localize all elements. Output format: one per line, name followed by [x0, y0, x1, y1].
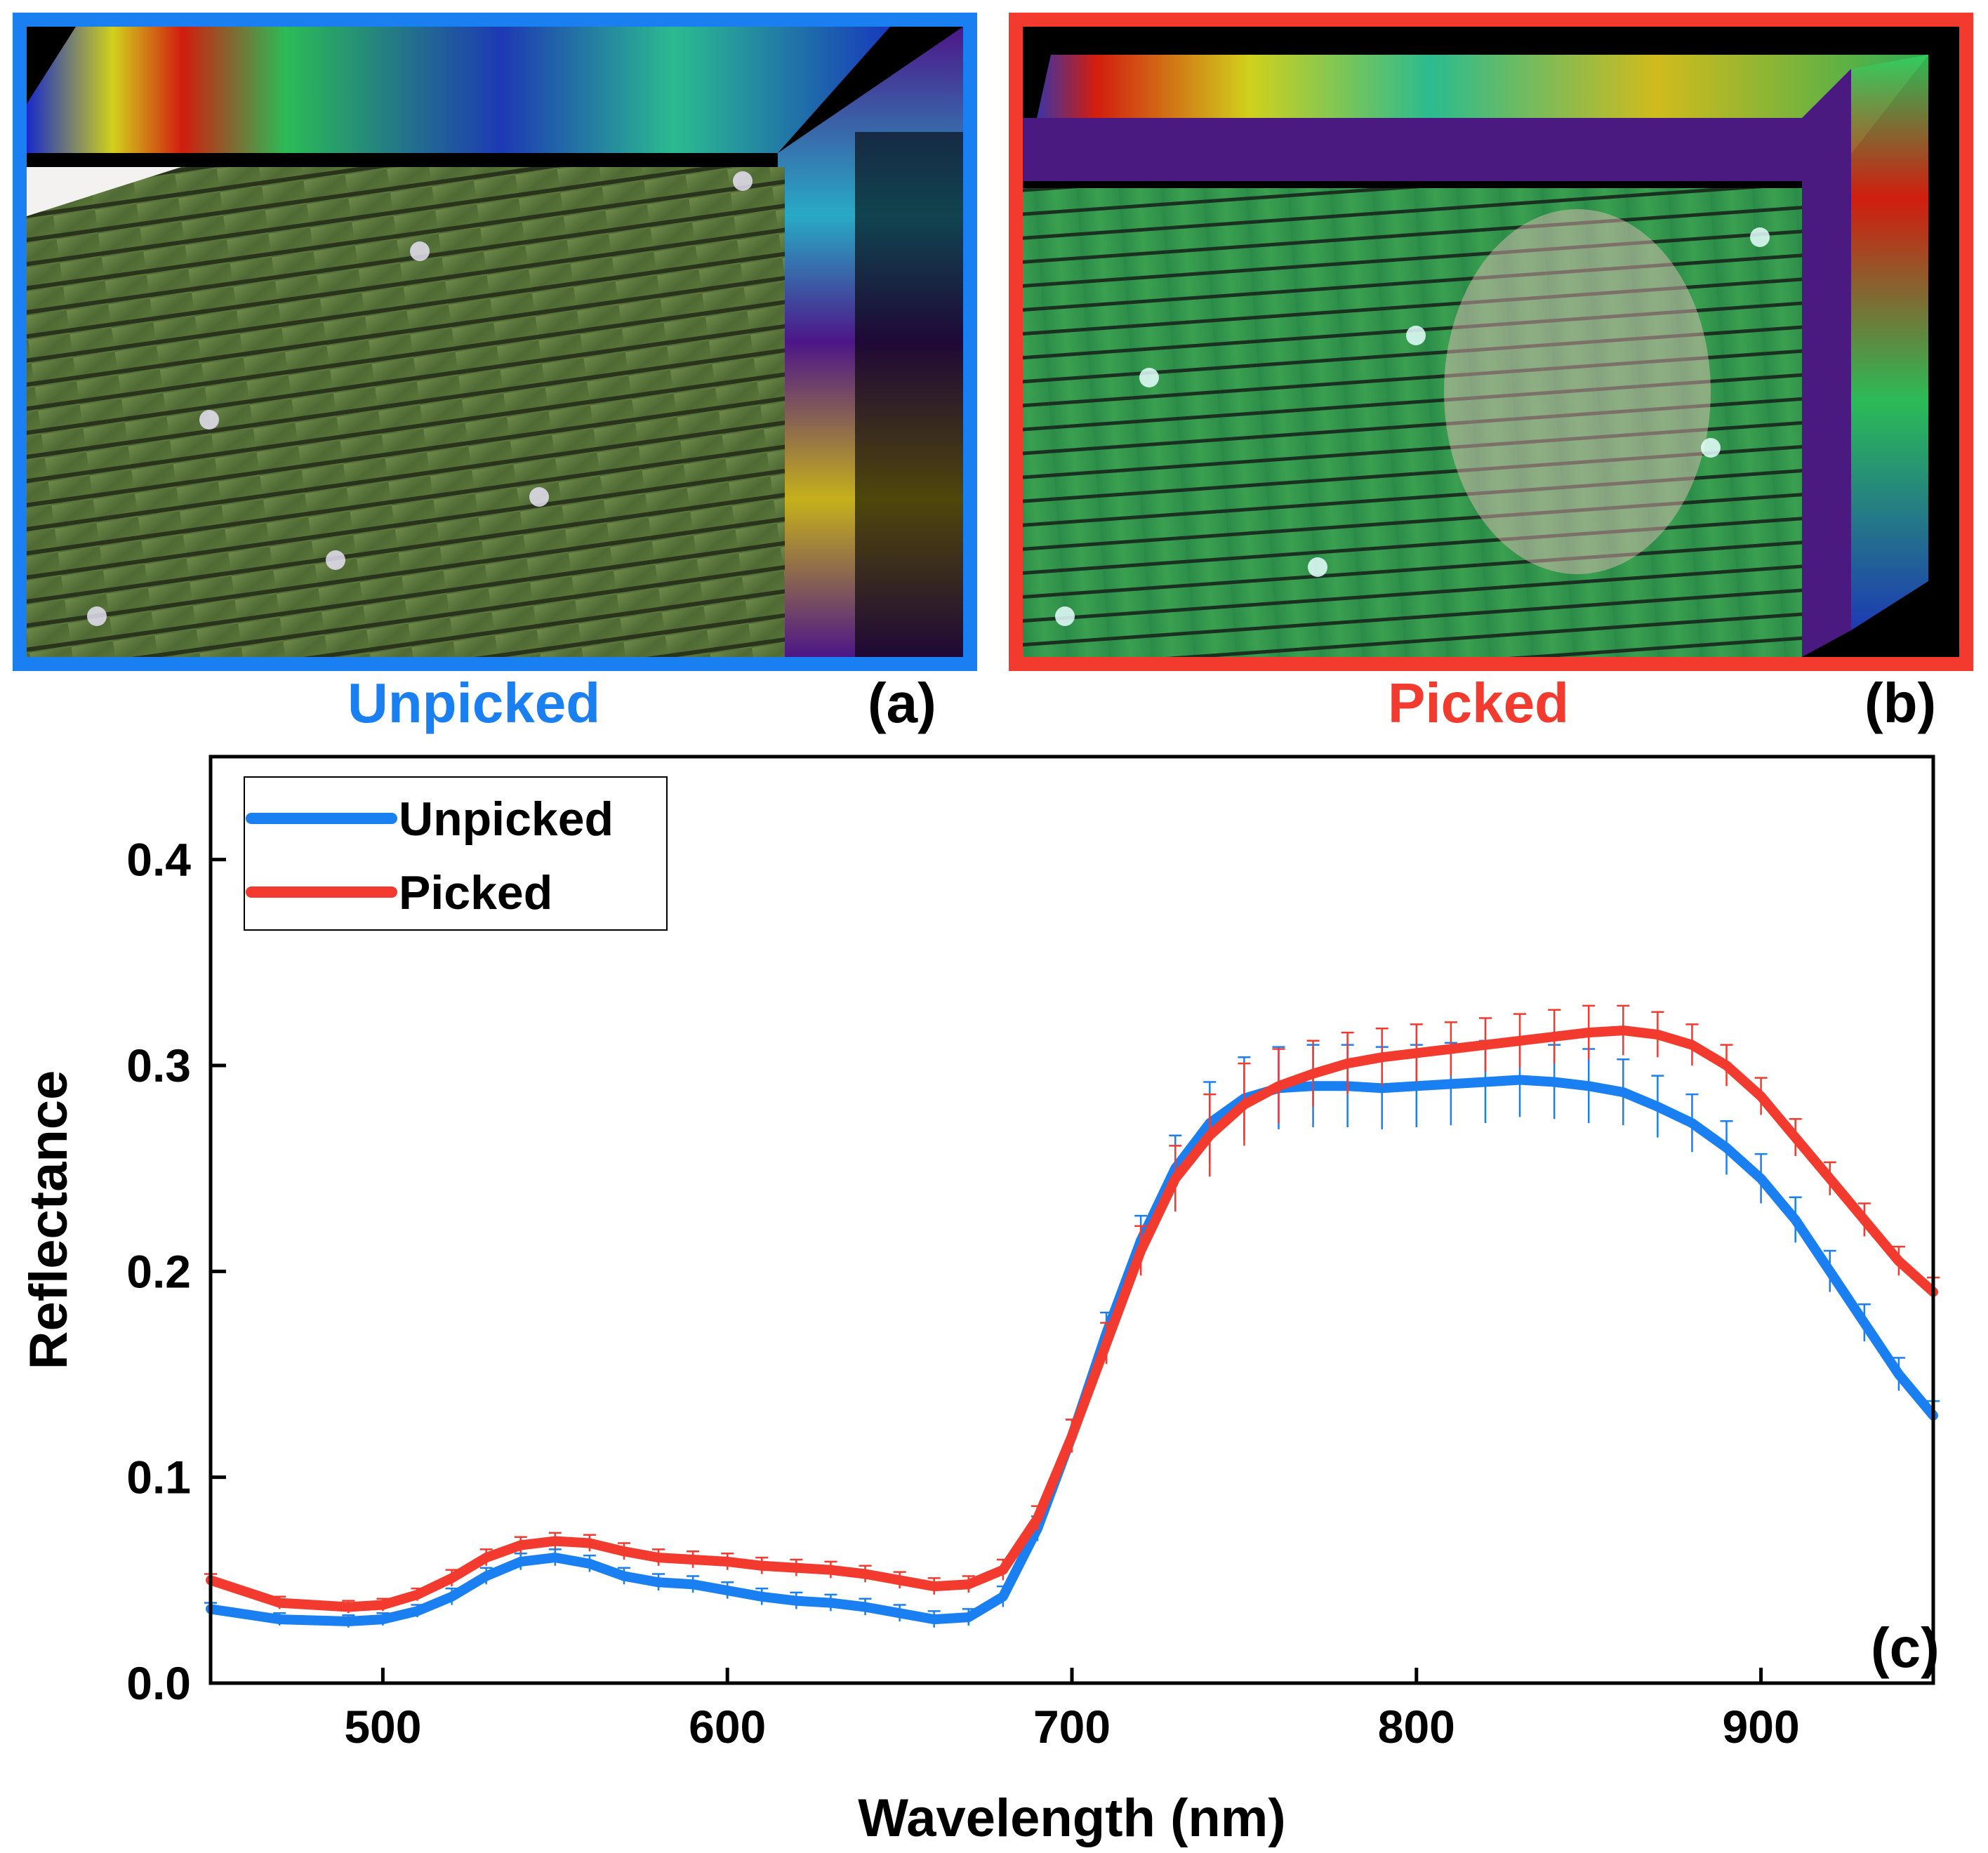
unpicked-panel-label: Unpicked: [347, 672, 601, 734]
hyperspectral-cube-picked: [1009, 13, 1973, 671]
y-axis-label: Reflectance: [19, 1070, 79, 1370]
legend-box: [244, 776, 668, 931]
panel-letter-a: (a): [868, 672, 936, 734]
picked-cube-image: [1023, 27, 1959, 657]
y-tick-label: 0.2: [126, 1245, 191, 1297]
picked-panel-label: Picked: [1388, 672, 1569, 734]
hyperspectral-cube-unpicked: [13, 13, 977, 671]
x-tick-label: 900: [1723, 1701, 1800, 1753]
unpicked-cube-image: [27, 27, 963, 657]
unpicked-error-bars: [204, 1040, 1940, 1628]
legend: Unpicked Picked: [244, 776, 668, 931]
legend-label-unpicked: Unpicked: [399, 792, 614, 846]
picked-series-line: [206, 1025, 1938, 1612]
picked-error-bars: [204, 1004, 1940, 1614]
x-tick-label: 800: [1378, 1701, 1455, 1753]
y-tick-label: 0.4: [126, 834, 191, 886]
x-axis-label: Wavelength (nm): [858, 1788, 1285, 1848]
series-layer: [204, 1004, 1940, 1628]
unpicked-series-line: [206, 1075, 1938, 1626]
y-tick-label: 0.3: [126, 1040, 191, 1091]
reflectance-chart: 500 600 700 800 900 0.0 0.1 0.2 0.3 0.4 Unpicked …: [19, 755, 1940, 1848]
y-tick-label: 0.0: [126, 1657, 191, 1709]
legend-label-picked: Picked: [399, 866, 552, 919]
plot-frame: [208, 755, 1935, 1685]
x-tick-label: 500: [344, 1701, 421, 1753]
y-tick-label: 0.1: [126, 1452, 191, 1503]
axis-ticks: 500 600 700 800 900 0.0 0.1 0.2 0.3 0.4: [126, 834, 1799, 1753]
x-tick-label: 700: [1033, 1701, 1111, 1753]
x-tick-label: 600: [689, 1701, 766, 1753]
panel-letter-b: (b): [1864, 672, 1937, 734]
panel-letter-c: (c): [1871, 1616, 1940, 1679]
